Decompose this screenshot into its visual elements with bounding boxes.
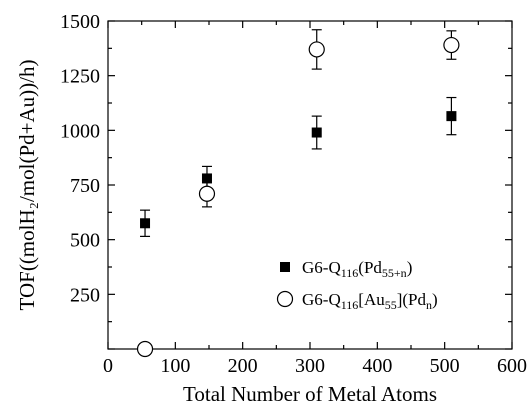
- x-tick-label: 200: [228, 355, 258, 377]
- legend-label-series-2: G6-Q116[Au55](Pdn): [302, 290, 438, 312]
- data-marks: [136, 29, 460, 358]
- y-tick-label: 1000: [60, 120, 100, 142]
- data-point-square: [201, 173, 212, 184]
- y-tick-labels: 250 500 750 1000 1250 1500: [60, 11, 100, 306]
- y-tick-label: 1250: [60, 66, 100, 88]
- legend-marker-circle: [276, 290, 294, 308]
- y-axis-title: TOF((molH₂/mol(Pd+Au))/h): [15, 60, 39, 311]
- y-tick-label: 750: [70, 175, 100, 197]
- data-point-square: [140, 218, 151, 229]
- x-axis-title: Total Number of Metal Atoms: [183, 382, 437, 406]
- x-tick-label: 100: [160, 355, 190, 377]
- x-tick-label: 500: [430, 355, 460, 377]
- data-point-circle: [136, 340, 154, 358]
- y-tick-label: 1500: [60, 11, 100, 33]
- data-point-square: [446, 111, 457, 122]
- x-tick-label: 600: [497, 355, 527, 377]
- axis-ticks: [107, 20, 513, 350]
- x-tick-label: 300: [295, 355, 325, 377]
- legend-label-series-1: G6-Q116(Pd55+n): [302, 258, 412, 280]
- data-point-circle: [443, 36, 460, 54]
- data-point-circle: [308, 41, 325, 58]
- legend-marker-square: [280, 262, 290, 272]
- data-point-square: [311, 127, 322, 138]
- x-tick-label: 400: [362, 355, 392, 377]
- legend: G6-Q116(Pd55+n) G6-Q116[Au55](Pdn): [276, 258, 438, 312]
- x-tick-label: 0: [103, 355, 113, 377]
- y-tick-label: 250: [70, 284, 100, 306]
- data-point-circle: [198, 185, 216, 202]
- x-tick-labels: 0 100 200 300 400 500 600: [103, 355, 527, 377]
- y-tick-label: 500: [70, 230, 100, 252]
